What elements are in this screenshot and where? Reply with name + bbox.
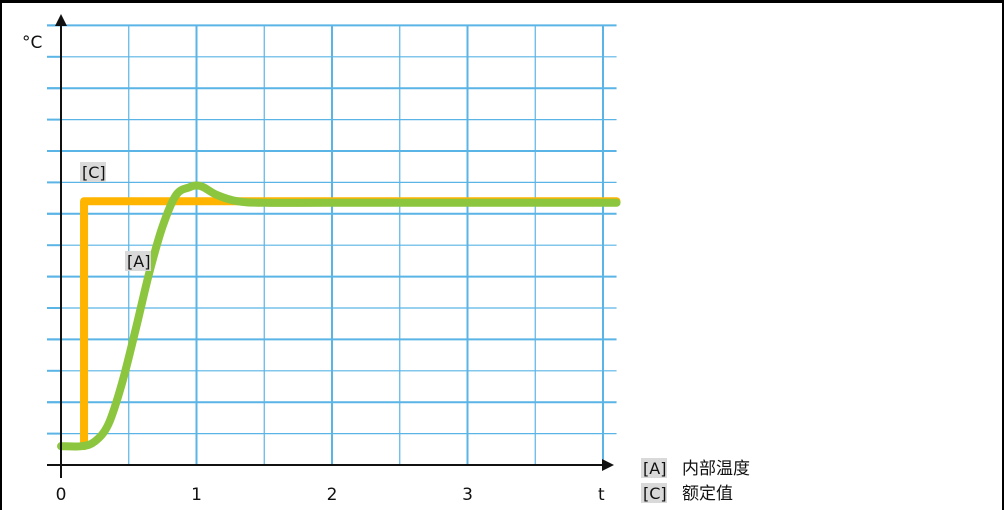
y-axis-arrow [55, 14, 67, 26]
grid [47, 24, 617, 466]
x-axis-arrow [602, 459, 614, 471]
legend-label: 内部温度 [682, 459, 750, 479]
series-tag-bg [125, 251, 151, 271]
series-tag: [C] [82, 163, 106, 182]
x-tick-label: 0 [56, 485, 67, 505]
legend-label: 额定值 [682, 484, 733, 504]
legend-tag-bg [641, 483, 667, 503]
legend: [A] 内部温度 [C] 额定值 [641, 458, 750, 504]
legend-tag: [A] [643, 459, 666, 478]
series-tag-bg [80, 162, 106, 182]
x-tick-label: 2 [327, 485, 338, 505]
x-axis-label: t [598, 485, 605, 505]
axes [47, 14, 614, 478]
x-tick-label: 3 [462, 485, 473, 505]
series-line-a [57, 181, 621, 451]
series-tags: [C] [A] [80, 162, 151, 271]
series-tag: [A] [127, 252, 150, 271]
legend-tag: [C] [643, 484, 667, 503]
x-tick-labels: 0 1 2 3 [56, 485, 473, 505]
y-axis-label: °C [22, 33, 42, 53]
series-group [57, 181, 621, 451]
x-tick-label: 1 [191, 485, 202, 505]
series-line-c [80, 197, 621, 451]
legend-tag-bg [641, 458, 667, 478]
